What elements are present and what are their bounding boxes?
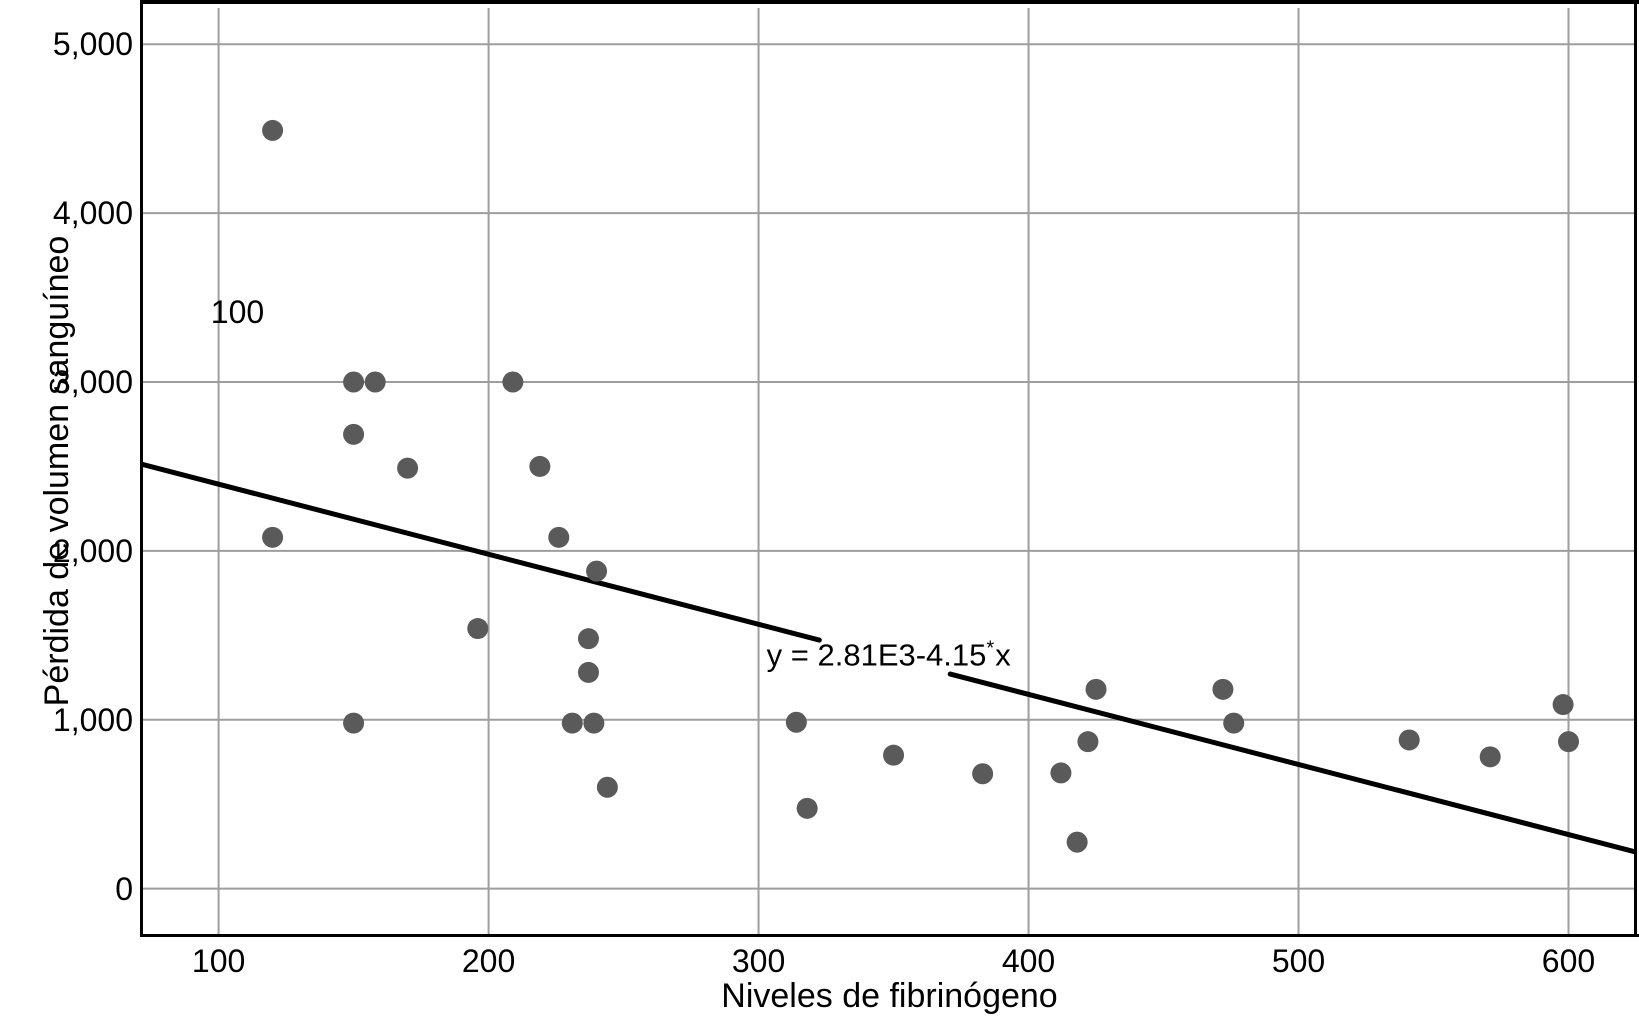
data-point (364, 371, 386, 393)
x-tick-label: 300 (731, 943, 786, 979)
x-tick-label: 400 (1001, 943, 1056, 979)
data-point (529, 455, 551, 477)
plot-frame-right (1634, 0, 1637, 937)
regression-line-segment (947, 671, 1636, 855)
plot-frame-top (140, 0, 1639, 4)
data-point (1398, 729, 1420, 751)
plot-area (143, 8, 1636, 935)
y-tick-label: 0 (115, 870, 133, 907)
data-point (343, 423, 365, 445)
data-point (1085, 678, 1107, 700)
data-point (1479, 746, 1501, 768)
y-tick-label: 5,000 (52, 26, 133, 63)
x-tick-label: 200 (461, 943, 516, 979)
data-point (883, 744, 905, 766)
y-tick-label: 1,000 (52, 701, 133, 738)
data-point (548, 526, 570, 548)
equation-superscript-asterisk: * (986, 637, 995, 660)
data-point (1223, 712, 1245, 734)
outlier-point-label: 100 (210, 293, 265, 330)
data-point (1212, 678, 1234, 700)
y-tick-label: 3,000 (52, 364, 133, 400)
data-point (1066, 831, 1088, 853)
data-point (586, 560, 608, 582)
regression-equation-label: y = 2.81E3-4.15*x (767, 631, 1011, 674)
data-point (343, 712, 365, 734)
data-point (262, 119, 284, 141)
plot-frame-left (140, 0, 143, 937)
data-point (583, 712, 605, 734)
data-point (1558, 731, 1580, 753)
data-point (467, 618, 489, 640)
equation-text-main: y = 2.81E3-4.15 (766, 637, 987, 673)
equation-text-tail: x (995, 637, 1011, 673)
data-point (1552, 694, 1574, 716)
regression-line-segment (143, 462, 822, 643)
x-tick-label: 100 (191, 943, 246, 979)
data-point (577, 628, 599, 650)
x-tick-label: 500 (1271, 943, 1326, 979)
data-point (502, 371, 524, 393)
data-point (1050, 762, 1072, 784)
x-axis-title: Niveles de fibrinógeno (721, 977, 1058, 1015)
y-tick-label: 4,000 (52, 195, 133, 232)
data-point (796, 797, 818, 819)
data-point (561, 712, 583, 734)
y-axis-title: Pérdida de volumen sanguíneo (38, 235, 76, 707)
data-point (785, 711, 807, 733)
x-tick-label: 600 (1541, 943, 1596, 979)
y-tick-label: 2,000 (52, 532, 133, 569)
data-point (577, 661, 599, 683)
data-point (343, 371, 365, 393)
data-point (397, 457, 419, 479)
x-axis-line (140, 934, 1639, 937)
data-point (262, 526, 284, 548)
data-point (596, 776, 618, 798)
data-point (972, 763, 994, 785)
data-point (1077, 731, 1099, 753)
